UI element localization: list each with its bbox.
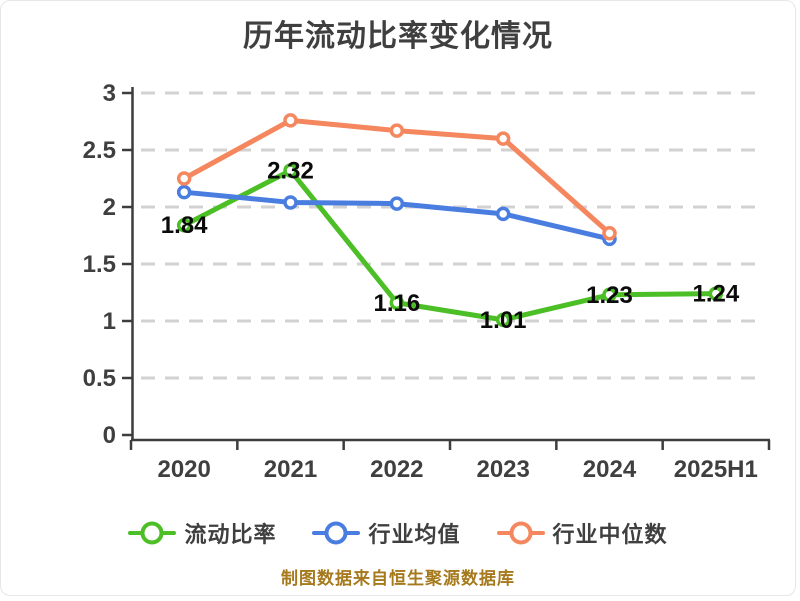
data-point-marker-0 (708, 286, 724, 301)
legend-marker-industry-average (312, 519, 361, 547)
x-axis-label: 2023 (476, 456, 529, 483)
data-point-marker-0 (495, 312, 511, 328)
series-line-0 (181, 168, 719, 323)
x-axis-label: 2022 (370, 456, 423, 483)
x-axis-label: 2021 (264, 456, 317, 483)
y-axis-label: 2 (103, 194, 116, 221)
point-label: 1.24 (692, 281, 739, 308)
legend-item-industry-median: 行业中位数 (496, 517, 668, 549)
data-point-marker-2 (176, 171, 192, 186)
data-point-marker-2 (389, 123, 405, 138)
data-source-note: 制图数据来自恒生聚源数据库 (281, 569, 515, 588)
legend-item-current-ratio: 流动比率 (128, 517, 276, 549)
data-point-marker-1 (389, 196, 405, 211)
point-label: 1.01 (480, 307, 527, 334)
data-point-marker-0 (389, 295, 405, 311)
data-point-marker-2 (495, 131, 511, 146)
legend-circle-icon (140, 521, 164, 545)
legend-label: 行业均值 (368, 522, 461, 547)
x-axis-label: 2024 (583, 456, 637, 483)
data-point-marker-1 (176, 184, 192, 200)
y-axis-label: 1 (103, 308, 116, 335)
legend-marker-industry-median (496, 519, 545, 547)
y-axis-label: 3 (103, 80, 116, 107)
legend-circle-icon (324, 521, 348, 545)
point-label: 1.16 (373, 290, 420, 317)
data-point-marker-0 (602, 287, 617, 303)
legend-item-industry-average: 行业均值 (312, 517, 460, 549)
data-point-marker-1 (283, 195, 298, 210)
data-point-marker-2 (602, 225, 617, 241)
data-point-marker-2 (283, 113, 298, 128)
data-point-marker-0 (176, 217, 192, 233)
y-axis-label: 2.5 (83, 137, 116, 164)
x-axis-label: 2020 (157, 456, 210, 483)
x-axis-label: 2025H1 (674, 456, 758, 483)
chart-title: 历年流动比率变化情况 (243, 20, 553, 53)
legend-label: 流动比率 (184, 522, 277, 547)
legend-label: 行业中位数 (552, 522, 668, 547)
point-label: 2.32 (267, 158, 314, 185)
point-label: 1.84 (161, 212, 208, 239)
y-axis-label: 0.5 (83, 365, 116, 392)
legend: 流动比率 行业均值 行业中位数 (1, 517, 795, 549)
y-axis-label: 1.5 (83, 251, 116, 278)
data-point-marker-1 (495, 206, 511, 222)
legend-marker-current-ratio (128, 519, 177, 547)
data-point-marker-0 (283, 163, 298, 178)
y-axis-label: 0 (103, 422, 116, 449)
legend-circle-icon (509, 521, 532, 545)
point-label: 1.23 (586, 282, 633, 309)
